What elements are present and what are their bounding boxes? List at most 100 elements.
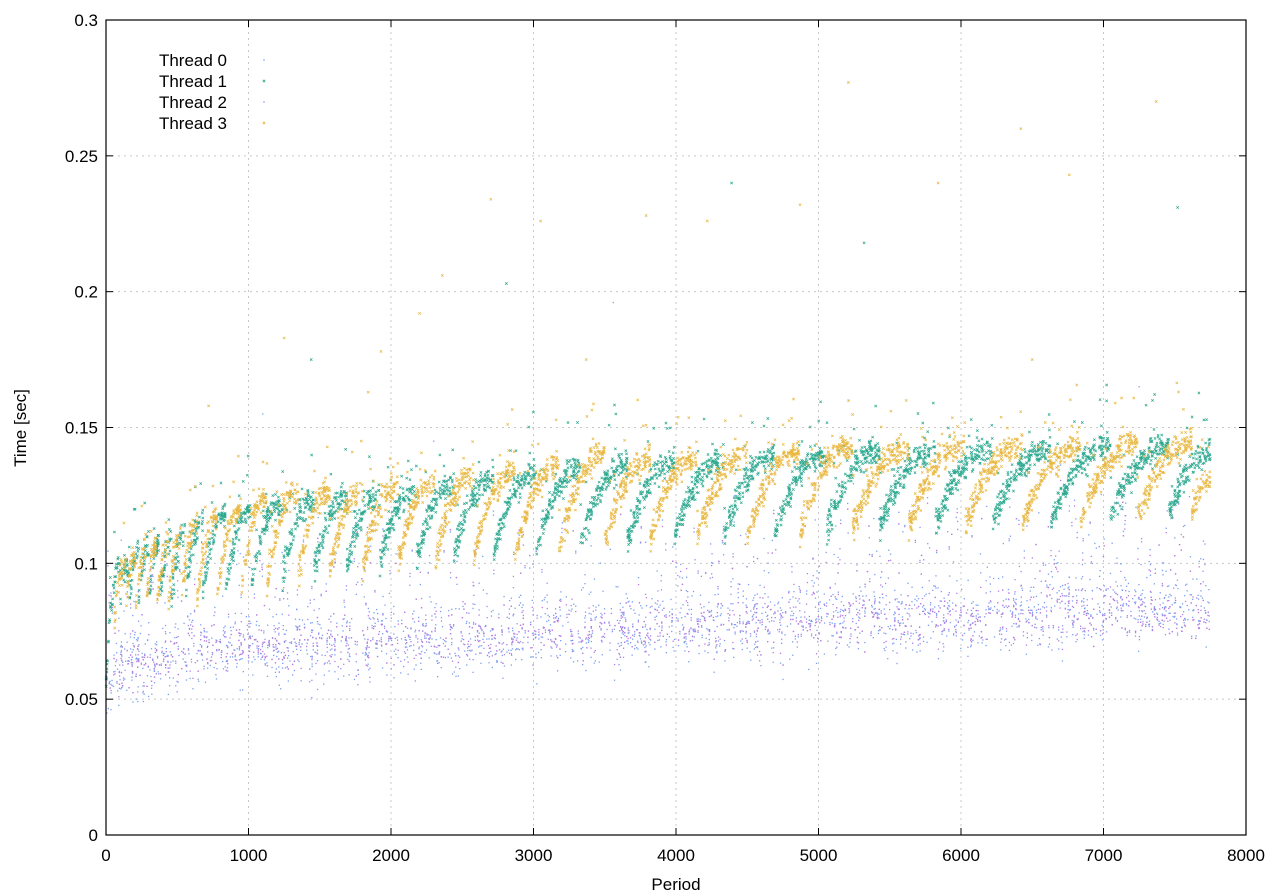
- thread-0-point: [238, 584, 240, 586]
- thread-2-point: [798, 598, 800, 600]
- thread-2-point: [361, 578, 363, 580]
- thread-2-point: [1062, 595, 1064, 597]
- thread-2-point: [911, 608, 913, 610]
- thread-0-point: [985, 609, 987, 611]
- thread-2-point: [478, 640, 480, 643]
- thread-0-point: [521, 647, 523, 649]
- thread-2-point: [1082, 627, 1084, 629]
- thread-2-point: [1140, 621, 1142, 623]
- thread-2-point: [844, 608, 846, 611]
- thread-0-point: [943, 629, 945, 632]
- thread-0-point: [450, 657, 452, 659]
- thread-2-point: [557, 621, 559, 623]
- thread-0-point: [739, 618, 741, 620]
- thread-2-point: [1134, 630, 1137, 632]
- thread-2-point: [1190, 602, 1192, 604]
- thread-2-point: [225, 656, 227, 658]
- thread-0-point: [428, 657, 430, 659]
- thread-0-point: [236, 563, 238, 566]
- thread-0-point: [750, 659, 752, 661]
- thread-0-point: [989, 591, 992, 593]
- thread-2-point: [300, 634, 302, 636]
- thread-0-point: [696, 618, 698, 620]
- thread-0-point: [1087, 634, 1090, 636]
- thread-2-point: [981, 517, 983, 520]
- thread-0-point: [792, 614, 794, 617]
- thread-0-point: [1084, 590, 1086, 592]
- thread-0-point: [1099, 570, 1101, 572]
- thread-2-point: [1075, 634, 1077, 637]
- thread-2-point: [910, 632, 912, 634]
- thread-2-point: [559, 648, 561, 650]
- thread-2-point: [809, 626, 811, 628]
- thread-2-point: [317, 537, 319, 539]
- thread-2-point: [629, 605, 631, 607]
- thread-2-point: [614, 624, 616, 627]
- thread-2-point: [276, 639, 278, 642]
- thread-2-point: [514, 633, 516, 635]
- thread-0-point: [139, 632, 141, 635]
- thread-0-point: [413, 668, 415, 670]
- thread-0-point: [686, 646, 688, 648]
- thread-0-point: [438, 653, 440, 655]
- thread-0-point: [1189, 556, 1192, 558]
- thread-2-point: [519, 624, 522, 626]
- thread-0-point: [298, 660, 300, 663]
- thread-0-point: [895, 638, 897, 641]
- thread-2-point: [343, 599, 345, 601]
- thread-2-point: [1114, 600, 1116, 602]
- thread-0-point: [382, 633, 384, 635]
- thread-0-point: [618, 664, 620, 666]
- thread-2-point: [226, 653, 228, 655]
- thread-0-point: [827, 613, 829, 615]
- thread-2-point: [864, 607, 867, 609]
- thread-2-point: [186, 665, 188, 667]
- thread-2-point: [143, 664, 145, 666]
- thread-0-point: [661, 609, 664, 611]
- thread-2-point: [366, 641, 368, 643]
- thread-2-point: [603, 612, 606, 615]
- thread-2-point: [409, 636, 411, 638]
- thread-2-point: [1124, 528, 1126, 530]
- thread-0-point: [115, 642, 118, 645]
- thread-0-point: [136, 640, 139, 642]
- thread-2-point: [238, 632, 240, 634]
- thread-0-point: [1007, 588, 1010, 591]
- thread-2-point: [391, 644, 394, 646]
- thread-0-point: [403, 659, 406, 661]
- thread-2-point: [955, 632, 957, 634]
- thread-2-point: [326, 632, 328, 635]
- thread-2-point: [1022, 631, 1025, 633]
- thread-0-point: [272, 616, 274, 618]
- thread-2-point: [529, 554, 531, 557]
- thread-0-point: [232, 626, 234, 628]
- thread-0-point: [179, 570, 181, 572]
- thread-0-point: [587, 641, 590, 644]
- thread-0-point: [971, 535, 973, 537]
- thread-2-point: [1186, 604, 1188, 607]
- thread-0-point: [349, 655, 351, 658]
- thread-0-point: [1076, 595, 1078, 597]
- thread-0-point: [814, 597, 817, 599]
- thread-2-point: [947, 594, 950, 596]
- thread-0-point: [522, 614, 524, 617]
- thread-0-point: [945, 619, 947, 621]
- thread-0-point: [554, 621, 556, 623]
- thread-0-point: [970, 609, 973, 612]
- thread-2-point: [1005, 605, 1007, 607]
- thread-0-point: [543, 599, 545, 601]
- thread-0-point: [331, 648, 333, 650]
- thread-2-point: [1020, 609, 1022, 611]
- thread-0-point: [805, 593, 808, 595]
- thread-0-point: [266, 675, 269, 677]
- thread-0-point: [413, 621, 416, 623]
- thread-0-point: [808, 615, 810, 618]
- thread-2-point: [1124, 627, 1126, 629]
- thread-0-point: [177, 628, 179, 630]
- thread-0-point: [1058, 629, 1060, 631]
- thread-2-point: [1104, 614, 1106, 616]
- thread-2-point: [762, 597, 764, 599]
- thread-2-point: [714, 630, 716, 632]
- thread-2-point: [1146, 621, 1148, 623]
- thread-2-point: [938, 610, 940, 613]
